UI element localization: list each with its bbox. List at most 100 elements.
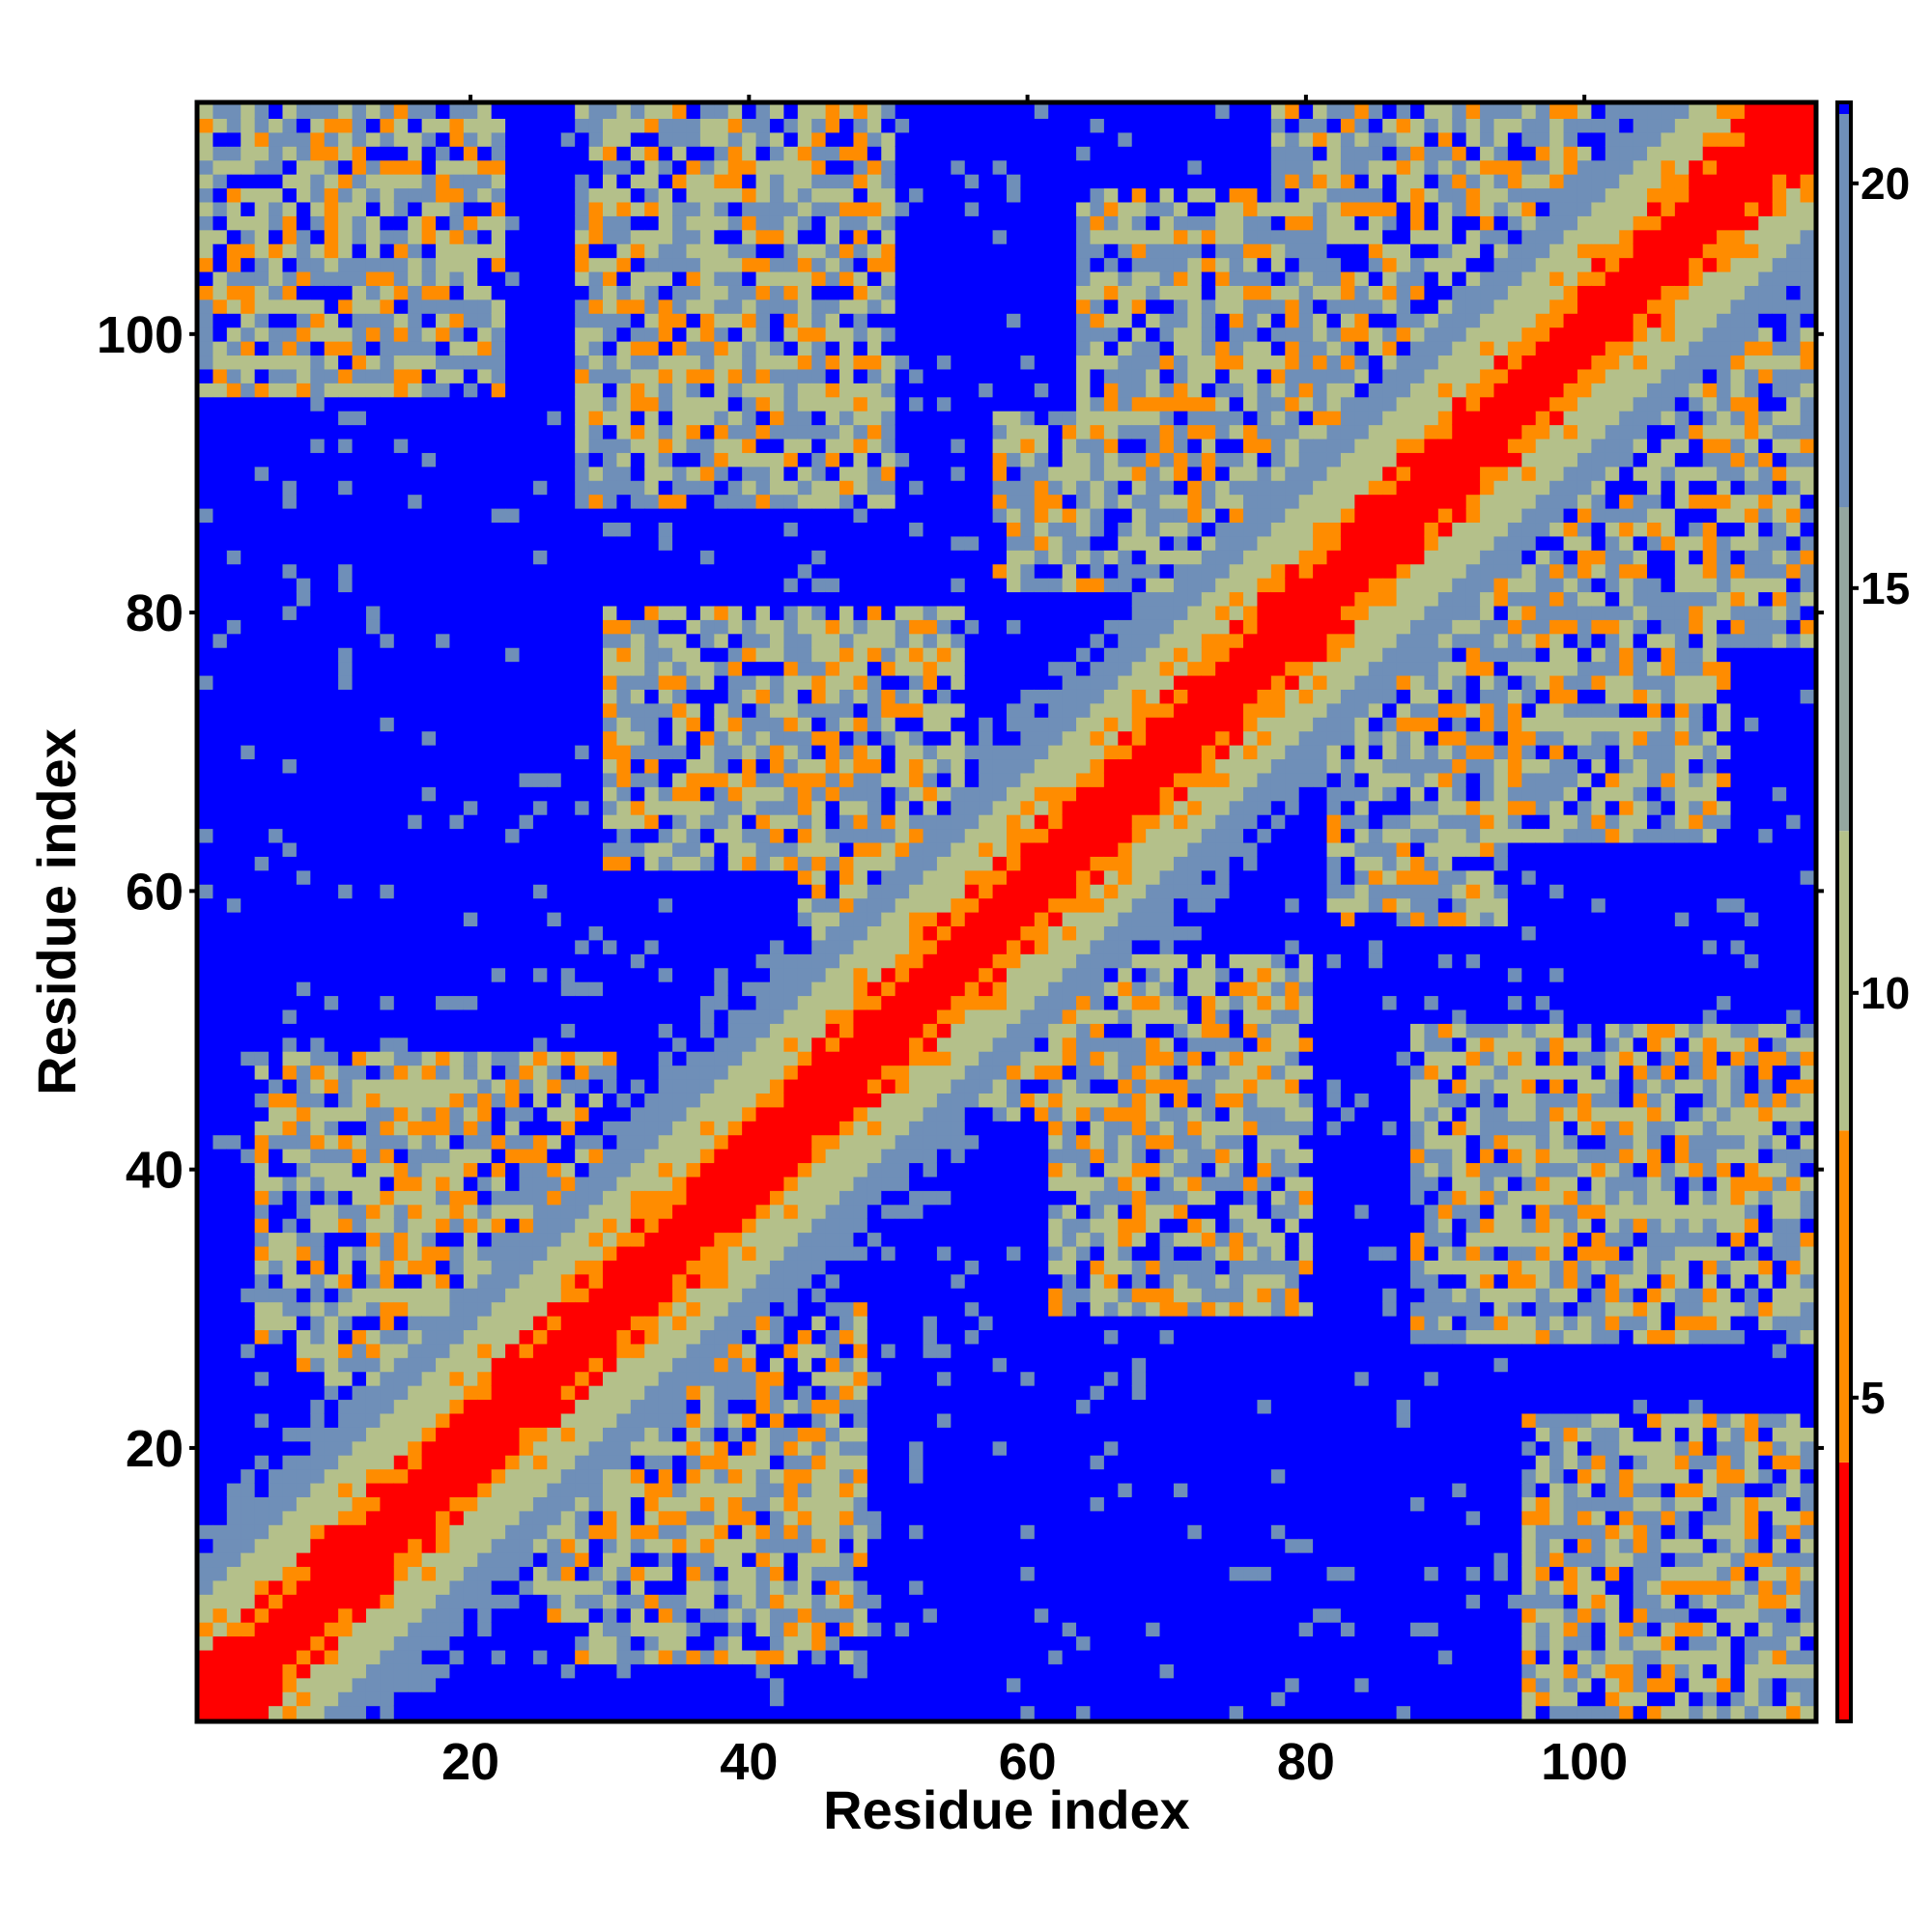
heatmap-cell — [352, 1260, 367, 1275]
heatmap-cell — [532, 1121, 548, 1136]
heatmap-cell — [630, 1093, 645, 1108]
heatmap-cell — [644, 215, 660, 231]
heatmap-cell — [560, 1078, 576, 1094]
heatmap-cell — [699, 424, 715, 440]
heatmap-cell — [742, 1594, 757, 1609]
heatmap-cell — [213, 1510, 228, 1525]
heatmap-cell — [560, 396, 576, 412]
heatmap-cell — [505, 800, 521, 815]
heatmap-cell — [783, 1329, 799, 1345]
heatmap-cell — [699, 1524, 715, 1540]
heatmap-cell — [449, 396, 465, 412]
heatmap-cell — [686, 758, 701, 774]
heatmap-cell — [630, 1288, 645, 1303]
heatmap-cell — [365, 1093, 381, 1108]
heatmap-cell — [575, 605, 590, 620]
heatmap-cell — [213, 327, 228, 342]
heatmap-cell — [686, 925, 701, 941]
heatmap-cell — [588, 215, 604, 231]
heatmap-cell — [491, 1121, 506, 1136]
heatmap-cell — [254, 1622, 270, 1637]
heatmap-cell — [491, 1343, 506, 1358]
heatmap-cell — [254, 201, 270, 216]
heatmap-cell — [254, 1190, 270, 1206]
heatmap-cell — [199, 550, 214, 565]
heatmap-cell — [769, 689, 784, 704]
heatmap-cell — [449, 1677, 465, 1692]
heatmap-cell — [226, 1635, 242, 1651]
heatmap-cell — [727, 1065, 743, 1080]
heatmap-cell — [282, 1316, 298, 1331]
heatmap-cell — [269, 1245, 284, 1261]
heatmap-cell — [658, 1607, 673, 1623]
heatmap-cell — [408, 1218, 423, 1234]
heatmap-cell — [463, 1106, 478, 1122]
heatmap-cell — [352, 1622, 367, 1637]
heatmap-cell — [644, 452, 660, 468]
heatmap-cell — [477, 187, 493, 203]
heatmap-cell — [588, 522, 604, 537]
heatmap-cell — [310, 1579, 326, 1595]
heatmap-cell — [365, 786, 381, 802]
heatmap-cell — [491, 1705, 506, 1720]
heatmap-cell — [532, 869, 548, 885]
heatmap-cell — [199, 1468, 214, 1484]
heatmap-cell — [588, 897, 604, 913]
heatmap-cell — [324, 1482, 339, 1497]
heatmap-cell — [783, 411, 799, 426]
heatmap-cell — [241, 1635, 256, 1651]
heatmap-cell — [658, 1037, 673, 1052]
heatmap-cell — [352, 897, 367, 913]
heatmap-cell — [505, 786, 521, 802]
heatmap-cell — [421, 1455, 437, 1470]
heatmap-cell — [755, 438, 771, 453]
heatmap-cell — [338, 1121, 354, 1136]
heatmap-cell — [436, 1190, 451, 1206]
heatmap-cell — [241, 814, 256, 830]
heatmap-cell — [686, 939, 701, 954]
heatmap-cell — [603, 1579, 618, 1595]
heatmap-cell — [714, 1622, 729, 1637]
heatmap-cell — [408, 368, 423, 384]
heatmap-cell — [727, 591, 743, 607]
heatmap-cell — [365, 1343, 381, 1358]
heatmap-cell — [241, 1301, 256, 1317]
heatmap-cell — [714, 633, 729, 648]
heatmap-cell — [226, 355, 242, 370]
heatmap-cell — [213, 355, 228, 370]
heatmap-cell — [603, 1622, 618, 1637]
heatmap-cell — [310, 869, 326, 885]
heatmap-cell — [603, 772, 618, 787]
heatmap-cell — [408, 1121, 423, 1136]
heatmap-cell — [658, 215, 673, 231]
heatmap-cell — [672, 1663, 688, 1679]
heatmap-cell — [658, 1218, 673, 1234]
heatmap-cell — [755, 1162, 771, 1178]
heatmap-cell — [296, 591, 311, 607]
heatmap-cell — [699, 1162, 715, 1178]
heatmap-cell — [352, 633, 367, 648]
heatmap-cell — [699, 869, 715, 885]
heatmap-cell — [755, 1566, 771, 1581]
heatmap-cell — [338, 633, 354, 648]
heatmap-cell — [505, 1037, 521, 1052]
heatmap-cell — [421, 1121, 437, 1136]
heatmap-cell — [324, 535, 339, 551]
heatmap-cell — [588, 647, 604, 663]
heatmap-cell — [603, 1343, 618, 1358]
heatmap-cell — [575, 689, 590, 704]
heatmap-cell — [296, 1607, 311, 1623]
heatmap-cell — [588, 396, 604, 412]
heatmap-cell — [408, 1538, 423, 1553]
heatmap-cell — [532, 1538, 548, 1553]
heatmap-cell — [310, 1218, 326, 1234]
heatmap-cell — [365, 1065, 381, 1080]
heatmap-cell — [408, 912, 423, 927]
heatmap-cell — [714, 1482, 729, 1497]
heatmap-cell — [616, 438, 632, 453]
heatmap-cell — [254, 355, 270, 370]
heatmap-cell — [463, 1649, 478, 1664]
heatmap-cell — [755, 383, 771, 398]
heatmap-cell — [603, 355, 618, 370]
heatmap-cell — [463, 1316, 478, 1331]
